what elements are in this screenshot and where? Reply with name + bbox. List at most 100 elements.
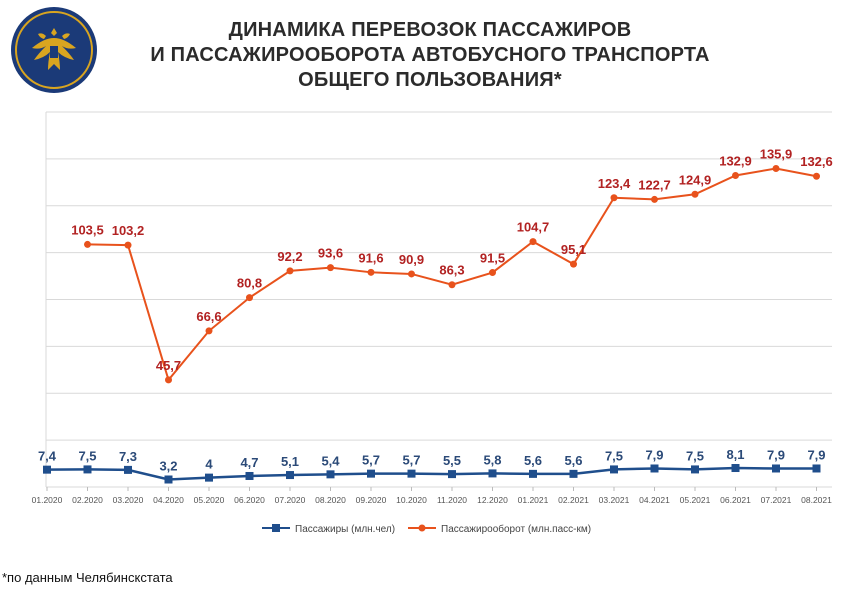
data-label: 91,5 [480, 251, 505, 266]
x-tick-label: 08.2021 [801, 495, 832, 505]
chart-title: ДИНАМИКА ПЕРЕВОЗОК ПАССАЖИРОВ И ПАССАЖИР… [100, 18, 760, 93]
x-tick-label: 12.2020 [477, 495, 508, 505]
data-point-marker [772, 164, 780, 172]
data-point-marker [124, 465, 132, 474]
data-point-marker [772, 464, 780, 473]
data-point-marker [691, 190, 699, 198]
data-point-marker [165, 376, 172, 384]
data-point-marker [407, 469, 416, 478]
data-point-marker [488, 469, 497, 478]
data-point-marker [246, 294, 253, 302]
x-tick-label: 08.2020 [315, 495, 346, 505]
title-line-1: ДИНАМИКА ПЕРЕВОЗОК ПАССАЖИРОВ [228, 19, 632, 41]
data-label: 122,7 [638, 177, 671, 192]
series-line [46, 466, 817, 481]
data-point-marker [489, 269, 496, 277]
data-point-marker [448, 470, 456, 479]
data-point-marker [448, 281, 456, 289]
data-label: 5,7 [402, 453, 420, 468]
data-label: 5,5 [443, 453, 461, 468]
data-point-marker [205, 327, 213, 335]
data-point-marker [326, 470, 335, 479]
legend-label: Пассажиры (млн.чел) [295, 524, 395, 535]
data-label: 4,7 [240, 455, 258, 470]
data-label: 5,4 [321, 453, 340, 468]
data-point-marker [569, 469, 578, 478]
data-label: 7,5 [78, 448, 96, 463]
data-label: 7,5 [605, 448, 623, 463]
data-point-marker [529, 469, 537, 478]
data-label: 123,4 [598, 176, 631, 191]
data-point-marker [813, 172, 820, 180]
data-point-marker [610, 194, 618, 202]
data-label: 45,7 [156, 358, 181, 373]
title-line-2: И ПАССАЖИРООБОРОТА АВТОБУСНОГО ТРАНСПОРТ… [150, 44, 710, 66]
data-point-marker [732, 172, 739, 180]
data-label: 7,9 [645, 447, 663, 462]
data-point-marker [367, 469, 375, 478]
x-tick-label: 02.2020 [72, 495, 103, 505]
emblem-ring [15, 11, 93, 89]
data-point-marker [812, 464, 821, 473]
data-point-marker [610, 465, 618, 474]
data-label: 5,6 [524, 453, 542, 468]
x-tick-label: 03.2021 [599, 495, 630, 505]
data-point-marker [650, 464, 659, 473]
grid-lines [45, 111, 832, 488]
x-tick-label: 10.2020 [396, 495, 427, 505]
data-label: 80,8 [237, 276, 262, 291]
data-label: 5,7 [362, 453, 380, 468]
data-point-marker [245, 471, 254, 480]
x-tick-label: 04.2021 [639, 495, 670, 505]
data-point-marker [205, 473, 213, 482]
data-label: 93,6 [318, 246, 343, 261]
data-label: 5,6 [564, 453, 582, 468]
data-label: 66,6 [196, 309, 221, 324]
data-label: 7,4 [38, 449, 57, 464]
title-line-3: ОБЩЕГО ПОЛЬЗОВАНИЯ* [298, 69, 562, 91]
data-point-marker [124, 241, 132, 249]
x-tick-label: 11.2020 [437, 495, 467, 505]
data-label: 124,9 [679, 172, 712, 187]
data-point-marker [84, 240, 91, 248]
x-axis: 01.2020 02.2020 03.2020 04.2020 05.2020 06.20… [32, 487, 832, 505]
footnote: *по данным Челябинскстата [2, 570, 173, 585]
x-tick-label: 07.2021 [761, 495, 792, 505]
data-label: 4 [205, 457, 213, 472]
data-label: 132,9 [719, 154, 752, 169]
data-label: 8,1 [726, 447, 744, 462]
data-label: 7,9 [807, 447, 825, 462]
data-label: 104,7 [517, 220, 550, 235]
data-point-marker [286, 267, 294, 275]
data-point-marker [286, 471, 294, 480]
x-tick-label: 02.2021 [558, 495, 589, 505]
data-label: 5,1 [281, 454, 299, 469]
data-label: 92,2 [277, 249, 302, 264]
data-point-marker [43, 465, 51, 474]
data-label: 135,9 [760, 146, 793, 161]
data-point-marker [691, 465, 699, 474]
x-tick-label: 01.2020 [32, 495, 63, 505]
data-label: 7,3 [119, 449, 137, 464]
legend-marker [272, 524, 280, 532]
data-point-marker [83, 465, 92, 474]
x-tick-label: 09.2020 [356, 495, 387, 505]
data-label: 86,3 [439, 263, 464, 278]
legend: Пассажиры (млн.чел) Пассажирооборот (млн.… [262, 523, 591, 535]
data-point-marker [529, 238, 537, 246]
x-tick-label: 04.2020 [153, 495, 184, 505]
data-point-marker [731, 464, 740, 473]
x-tick-label: 05.2021 [680, 495, 711, 505]
x-tick-label: 03.2020 [113, 495, 144, 505]
legend-label: Пассажирооборот (млн.пасс-км) [441, 523, 591, 535]
data-label: 7,9 [767, 447, 785, 462]
data-label: 91,6 [358, 250, 383, 265]
data-label: 103,2 [112, 223, 145, 238]
data-point-marker [651, 195, 658, 203]
legend-marker [418, 524, 426, 532]
data-label: 90,9 [399, 252, 424, 267]
data-label: 3,2 [159, 459, 177, 474]
emblem-icon [11, 7, 97, 93]
data-point-marker [408, 270, 415, 278]
